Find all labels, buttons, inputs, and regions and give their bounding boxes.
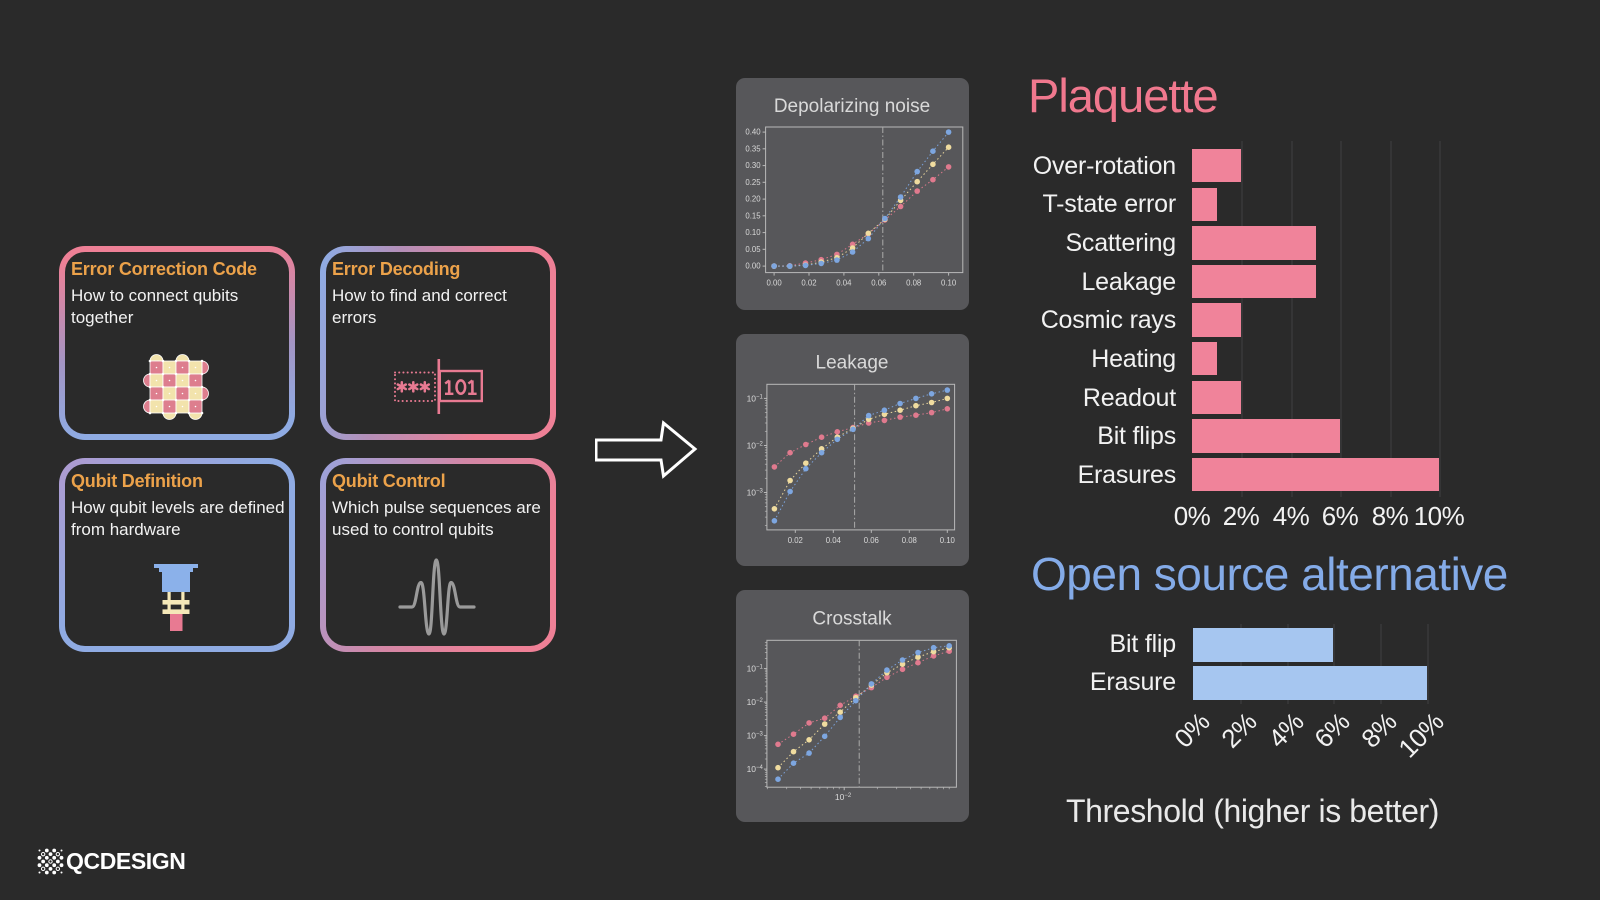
svg-text:0.40: 0.40: [745, 128, 761, 137]
svg-text:0.08: 0.08: [902, 536, 917, 545]
svg-text:Depolarizing noise: Depolarizing noise: [774, 96, 930, 117]
svg-text:10−1: 10−1: [747, 393, 764, 403]
svg-text:0.30: 0.30: [745, 161, 761, 170]
svg-text:Leakage: Leakage: [816, 353, 889, 374]
svg-text:0.00: 0.00: [745, 262, 761, 271]
svg-text:10−2: 10−2: [747, 697, 764, 707]
svg-text:0.04: 0.04: [826, 536, 842, 545]
svg-text:0.06: 0.06: [871, 279, 886, 288]
svg-text:0.05: 0.05: [745, 245, 761, 254]
svg-text:Crosstalk: Crosstalk: [812, 609, 892, 630]
svg-text:0.20: 0.20: [745, 195, 761, 204]
svg-text:10−4: 10−4: [747, 764, 764, 774]
svg-text:0.04: 0.04: [836, 279, 852, 288]
svg-text:10−2: 10−2: [747, 440, 764, 450]
svg-text:0.15: 0.15: [745, 211, 761, 220]
svg-text:0.25: 0.25: [745, 178, 761, 187]
svg-text:0.02: 0.02: [801, 279, 816, 288]
svg-text:0.10: 0.10: [940, 536, 956, 545]
svg-text:10−1: 10−1: [747, 664, 764, 674]
svg-text:0.10: 0.10: [941, 279, 957, 288]
svg-text:0.08: 0.08: [906, 279, 921, 288]
svg-text:10−3: 10−3: [747, 731, 764, 741]
svg-text:10−2: 10−2: [835, 792, 852, 802]
svg-text:0.35: 0.35: [745, 144, 761, 153]
svg-text:0.06: 0.06: [864, 536, 879, 545]
svg-text:0.00: 0.00: [767, 279, 783, 288]
svg-text:0.02: 0.02: [788, 536, 803, 545]
svg-text:0.10: 0.10: [745, 228, 761, 237]
svg-text:10−3: 10−3: [747, 488, 764, 498]
